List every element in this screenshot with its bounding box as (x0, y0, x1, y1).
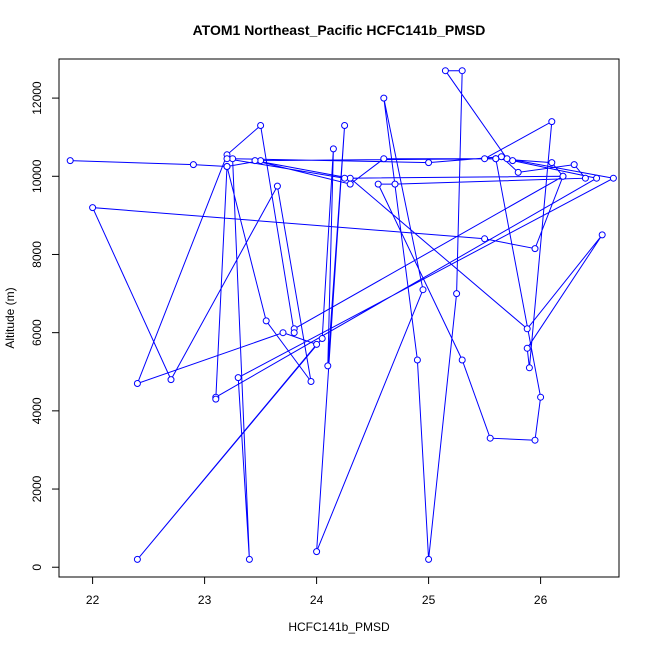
data-point (212, 395, 220, 403)
x-axis-label: HCFC141b_PMSD (288, 620, 390, 634)
data-point (374, 180, 382, 188)
data-point (245, 555, 253, 563)
data-point (223, 155, 231, 163)
data-series (66, 67, 617, 563)
data-point (419, 286, 427, 294)
data-point (66, 157, 74, 165)
data-point (307, 378, 315, 385)
plot-frame (58, 58, 620, 578)
data-point (492, 155, 500, 163)
y-tick-label: 0 (30, 564, 44, 571)
data-point (453, 290, 461, 298)
data-point (380, 155, 388, 163)
y-axis: 0 2000 4000 6000 8000 10000 12000 (30, 81, 59, 571)
data-point (89, 204, 97, 212)
data-point (481, 235, 489, 243)
data-point (167, 376, 175, 384)
y-tick-label: 2000 (30, 475, 44, 502)
data-point (481, 155, 489, 163)
data-point (391, 180, 399, 188)
data-point (133, 555, 141, 563)
y-tick-label: 8000 (30, 241, 44, 268)
data-point (609, 174, 617, 182)
x-tick-label: 22 (86, 593, 100, 607)
data-point (234, 374, 242, 382)
x-tick-label: 23 (198, 593, 212, 607)
data-point (262, 317, 270, 325)
y-tick-label: 6000 (30, 319, 44, 346)
data-point (525, 364, 533, 372)
data-point (346, 180, 354, 188)
data-point (133, 380, 141, 387)
data-point (523, 325, 531, 333)
chart-title: ATOM1 Northeast_Pacific HCFC141b_PMSD (193, 22, 486, 38)
data-point (559, 172, 567, 180)
y-tick-label: 4000 (30, 397, 44, 424)
y-tick-label: 12000 (30, 81, 44, 115)
data-point (273, 182, 281, 190)
data-point (341, 174, 349, 182)
data-point (570, 161, 578, 169)
data-point (509, 157, 517, 165)
data-point (497, 153, 505, 161)
data-point (593, 174, 601, 182)
data-point (531, 436, 539, 444)
data-point (313, 548, 321, 556)
y-tick-label: 10000 (30, 159, 44, 193)
data-point (324, 362, 332, 370)
data-point (329, 145, 337, 153)
data-point (257, 122, 265, 129)
data-point (514, 168, 522, 176)
data-point (537, 393, 545, 401)
data-point (523, 344, 531, 352)
data-point (290, 329, 298, 337)
data-point (279, 329, 287, 337)
data-point (598, 231, 606, 239)
x-tick-label: 26 (534, 593, 548, 607)
data-point (548, 118, 556, 126)
data-point (318, 335, 326, 342)
data-point (341, 122, 349, 129)
data-point (223, 163, 231, 170)
data-point (441, 67, 449, 75)
data-point (503, 155, 511, 163)
data-point (548, 159, 556, 167)
data-point (413, 356, 421, 364)
data-point (380, 94, 388, 102)
data-point (425, 555, 433, 563)
data-point (581, 174, 589, 182)
data-point (251, 157, 259, 165)
data-point (425, 159, 433, 167)
data-point (313, 340, 321, 348)
data-point (458, 67, 466, 75)
y-axis-label: Altitude (m) (3, 287, 17, 348)
data-point (458, 356, 466, 364)
x-tick-label: 25 (422, 593, 436, 607)
data-point (531, 245, 539, 253)
data-point (486, 434, 494, 442)
data-point (189, 161, 197, 169)
x-axis: 22 23 24 25 26 (86, 577, 548, 607)
x-tick-label: 24 (310, 593, 324, 607)
